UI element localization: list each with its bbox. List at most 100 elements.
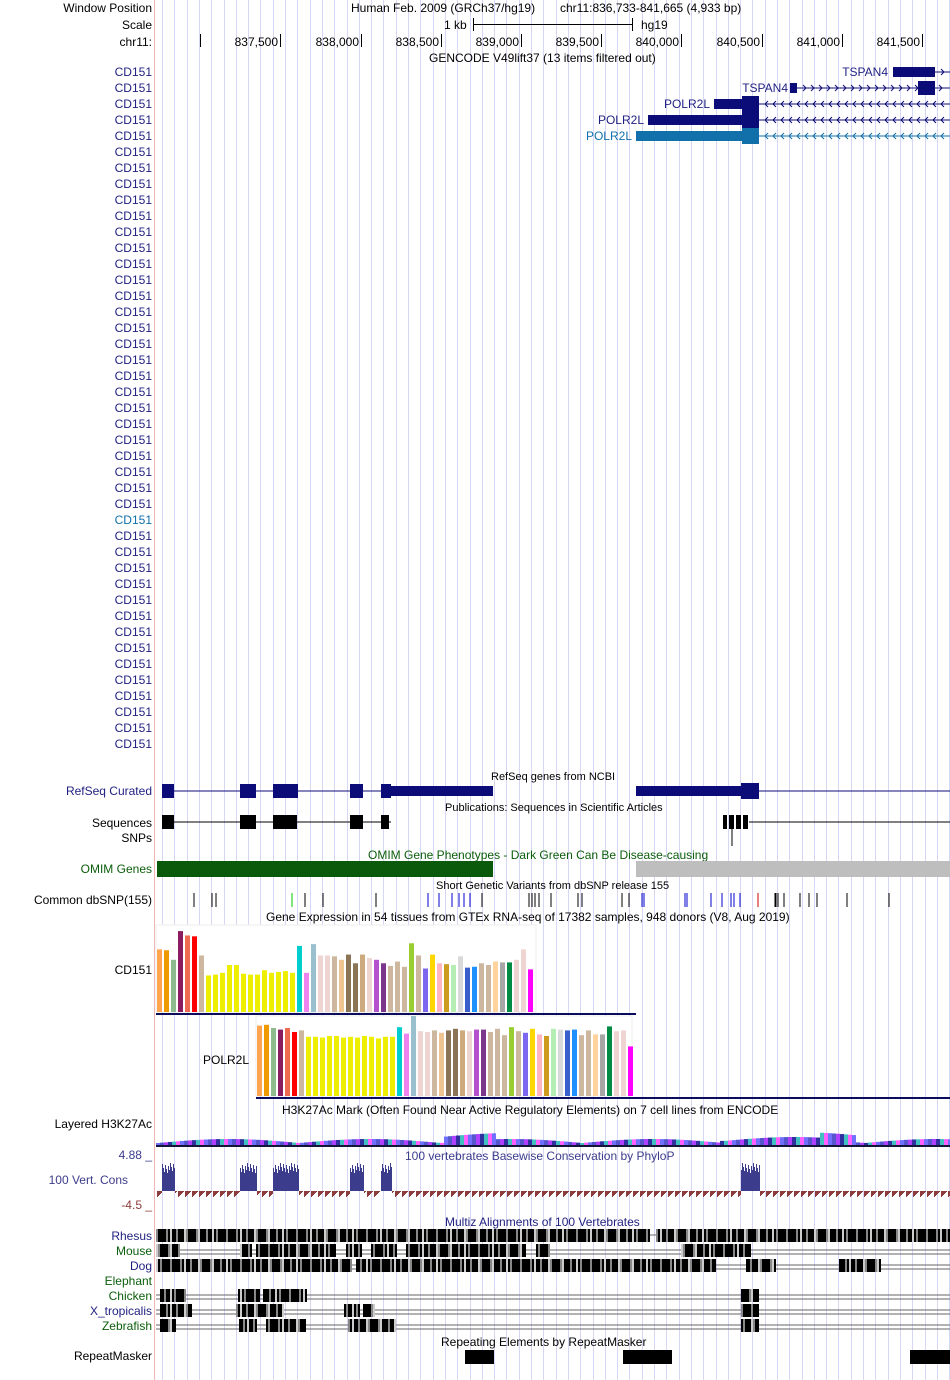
position-text[interactable]: chr11:836,733-841,665 (4,933 bp) [560,1,742,15]
gtex-bar [423,968,428,1012]
multiz-species-zebrafish[interactable]: Zebrafish [101,1319,152,1333]
phylop-bar [647,1191,648,1197]
gene-label-cd151[interactable]: CD151 [114,465,152,479]
multiz-block [330,1259,332,1272]
gene-label-cd151[interactable]: CD151 [114,609,152,623]
gene-label-cd151[interactable]: CD151 [114,497,152,511]
dbsnp-track[interactable] [156,892,950,908]
refseq-track[interactable] [156,781,950,801]
gene-label-polr2l[interactable]: POLR2L [585,129,632,143]
gencode-svg[interactable] [156,64,950,784]
omim-label[interactable]: OMIM Genes [80,862,152,876]
multiz-block [274,1319,276,1332]
sequences-label[interactable]: Sequences [91,816,152,830]
phylop-bar [484,1191,485,1192]
phylop-bar [290,1170,291,1191]
snps-label[interactable]: SNPs [121,831,152,845]
gene-label-cd151[interactable]: CD151 [114,305,152,319]
gene-label-cd151[interactable]: CD151 [114,241,152,255]
gene-label-cd151[interactable]: CD151 [114,433,152,447]
gene-row-polr2l[interactable] [636,128,950,144]
gene-label-cd151[interactable]: CD151 [114,545,152,559]
multiz-species-dog[interactable]: Dog [129,1259,152,1273]
gene-label-cd151[interactable]: CD151 [114,593,152,607]
gtex-gene-label-polr2l[interactable]: POLR2L [203,1053,250,1067]
gene-label-cd151[interactable]: CD151 [114,737,152,751]
multiz-block [906,1229,908,1242]
multiz-block [826,1229,828,1242]
gene-label-cd151[interactable]: CD151 [114,577,152,591]
gene-label-cd151[interactable]: CD151 [114,513,152,527]
h3k27ac-bar [264,1140,268,1145]
multiz-species-mouse[interactable]: Mouse [115,1244,152,1258]
gene-label-cd151[interactable]: CD151 [114,721,152,735]
gene-label-cd151[interactable]: CD151 [114,417,152,431]
gene-label-cd151[interactable]: CD151 [114,225,152,239]
gtex-track[interactable] [155,924,950,1114]
gene-label-cd151[interactable]: CD151 [114,145,152,159]
gene-label-tspan4[interactable]: TSPAN4 [742,81,788,95]
gene-label-polr2l[interactable]: POLR2L [663,97,710,111]
repeat-element[interactable] [910,1350,950,1364]
omim-gene-cd151[interactable] [157,861,493,877]
gene-label-cd151[interactable]: CD151 [114,193,152,207]
gene-row-polr2l[interactable] [714,96,950,112]
gene-label-cd151[interactable]: CD151 [114,561,152,575]
multiz-species-chicken[interactable]: Chicken [108,1289,152,1303]
gene-label-cd151[interactable]: CD151 [114,97,152,111]
phylop-track[interactable] [156,1155,950,1215]
repeatmasker-label[interactable]: RepeatMasker [73,1349,152,1363]
gene-label-cd151[interactable]: CD151 [114,337,152,351]
dbsnp-label[interactable]: Common dbSNP(155) [33,893,152,907]
h3k27ac-label[interactable]: Layered H3K27Ac [54,1117,152,1131]
gene-label-cd151[interactable]: CD151 [114,273,152,287]
multiz-block [760,1259,762,1272]
gene-label-cd151[interactable]: CD151 [114,257,152,271]
gene-label-cd151[interactable]: CD151 [114,353,152,367]
gene-row-polr2l[interactable] [648,112,950,128]
gene-label-cd151[interactable]: CD151 [114,705,152,719]
repeat-element[interactable] [465,1350,494,1364]
gene-label-cd151[interactable]: CD151 [114,113,152,127]
multiz-block [258,1304,260,1317]
multiz-block [214,1259,216,1272]
gene-label-cd151[interactable]: CD151 [114,481,152,495]
gene-label-cd151[interactable]: CD151 [114,177,152,191]
multiz-block [287,1289,289,1302]
gene-label-cd151[interactable]: CD151 [114,209,152,223]
phylop-bar [767,1191,768,1196]
gene-label-cd151[interactable]: CD151 [114,161,152,175]
gene-label-cd151[interactable]: CD151 [114,529,152,543]
gtex-bar [390,1036,395,1096]
omim-gene-polr2l[interactable] [636,861,950,877]
gene-label-cd151[interactable]: CD151 [114,625,152,639]
publications-track[interactable] [156,812,950,848]
phylop-label[interactable]: 100 Vert. Cons [48,1173,128,1187]
gene-label-cd151[interactable]: CD151 [114,129,152,143]
h3k27ac-track[interactable] [156,1130,950,1150]
gene-label-cd151[interactable]: CD151 [114,321,152,335]
multiz-species-elephant[interactable]: Elephant [104,1274,152,1288]
gene-label-tspan4[interactable]: TSPAN4 [842,65,888,79]
gene-label-cd151[interactable]: CD151 [114,641,152,655]
refseq-label[interactable]: RefSeq Curated [65,784,152,798]
gtex-gene-label-cd151[interactable]: CD151 [114,963,152,977]
gene-row-tspan4[interactable] [790,81,950,95]
multiz-track[interactable] [156,1228,950,1338]
gene-label-cd151[interactable]: CD151 [114,369,152,383]
repeat-element[interactable] [623,1350,672,1364]
gene-label-cd151[interactable]: CD151 [114,65,152,79]
gene-label-cd151[interactable]: CD151 [114,673,152,687]
gene-label-cd151[interactable]: CD151 [114,401,152,415]
gene-row-tspan4[interactable] [893,67,950,77]
gene-label-cd151[interactable]: CD151 [114,289,152,303]
gene-label-cd151[interactable]: CD151 [114,449,152,463]
gene-label-cd151[interactable]: CD151 [114,689,152,703]
gene-label-polr2l[interactable]: POLR2L [597,113,644,127]
gene-label-cd151[interactable]: CD151 [114,385,152,399]
multiz-species-x_tropicalis[interactable]: X_tropicalis [89,1304,152,1318]
multiz-block [230,1229,232,1242]
multiz-species-rhesus[interactable]: Rhesus [111,1229,152,1243]
gene-label-cd151[interactable]: CD151 [114,81,152,95]
gene-label-cd151[interactable]: CD151 [114,657,152,671]
